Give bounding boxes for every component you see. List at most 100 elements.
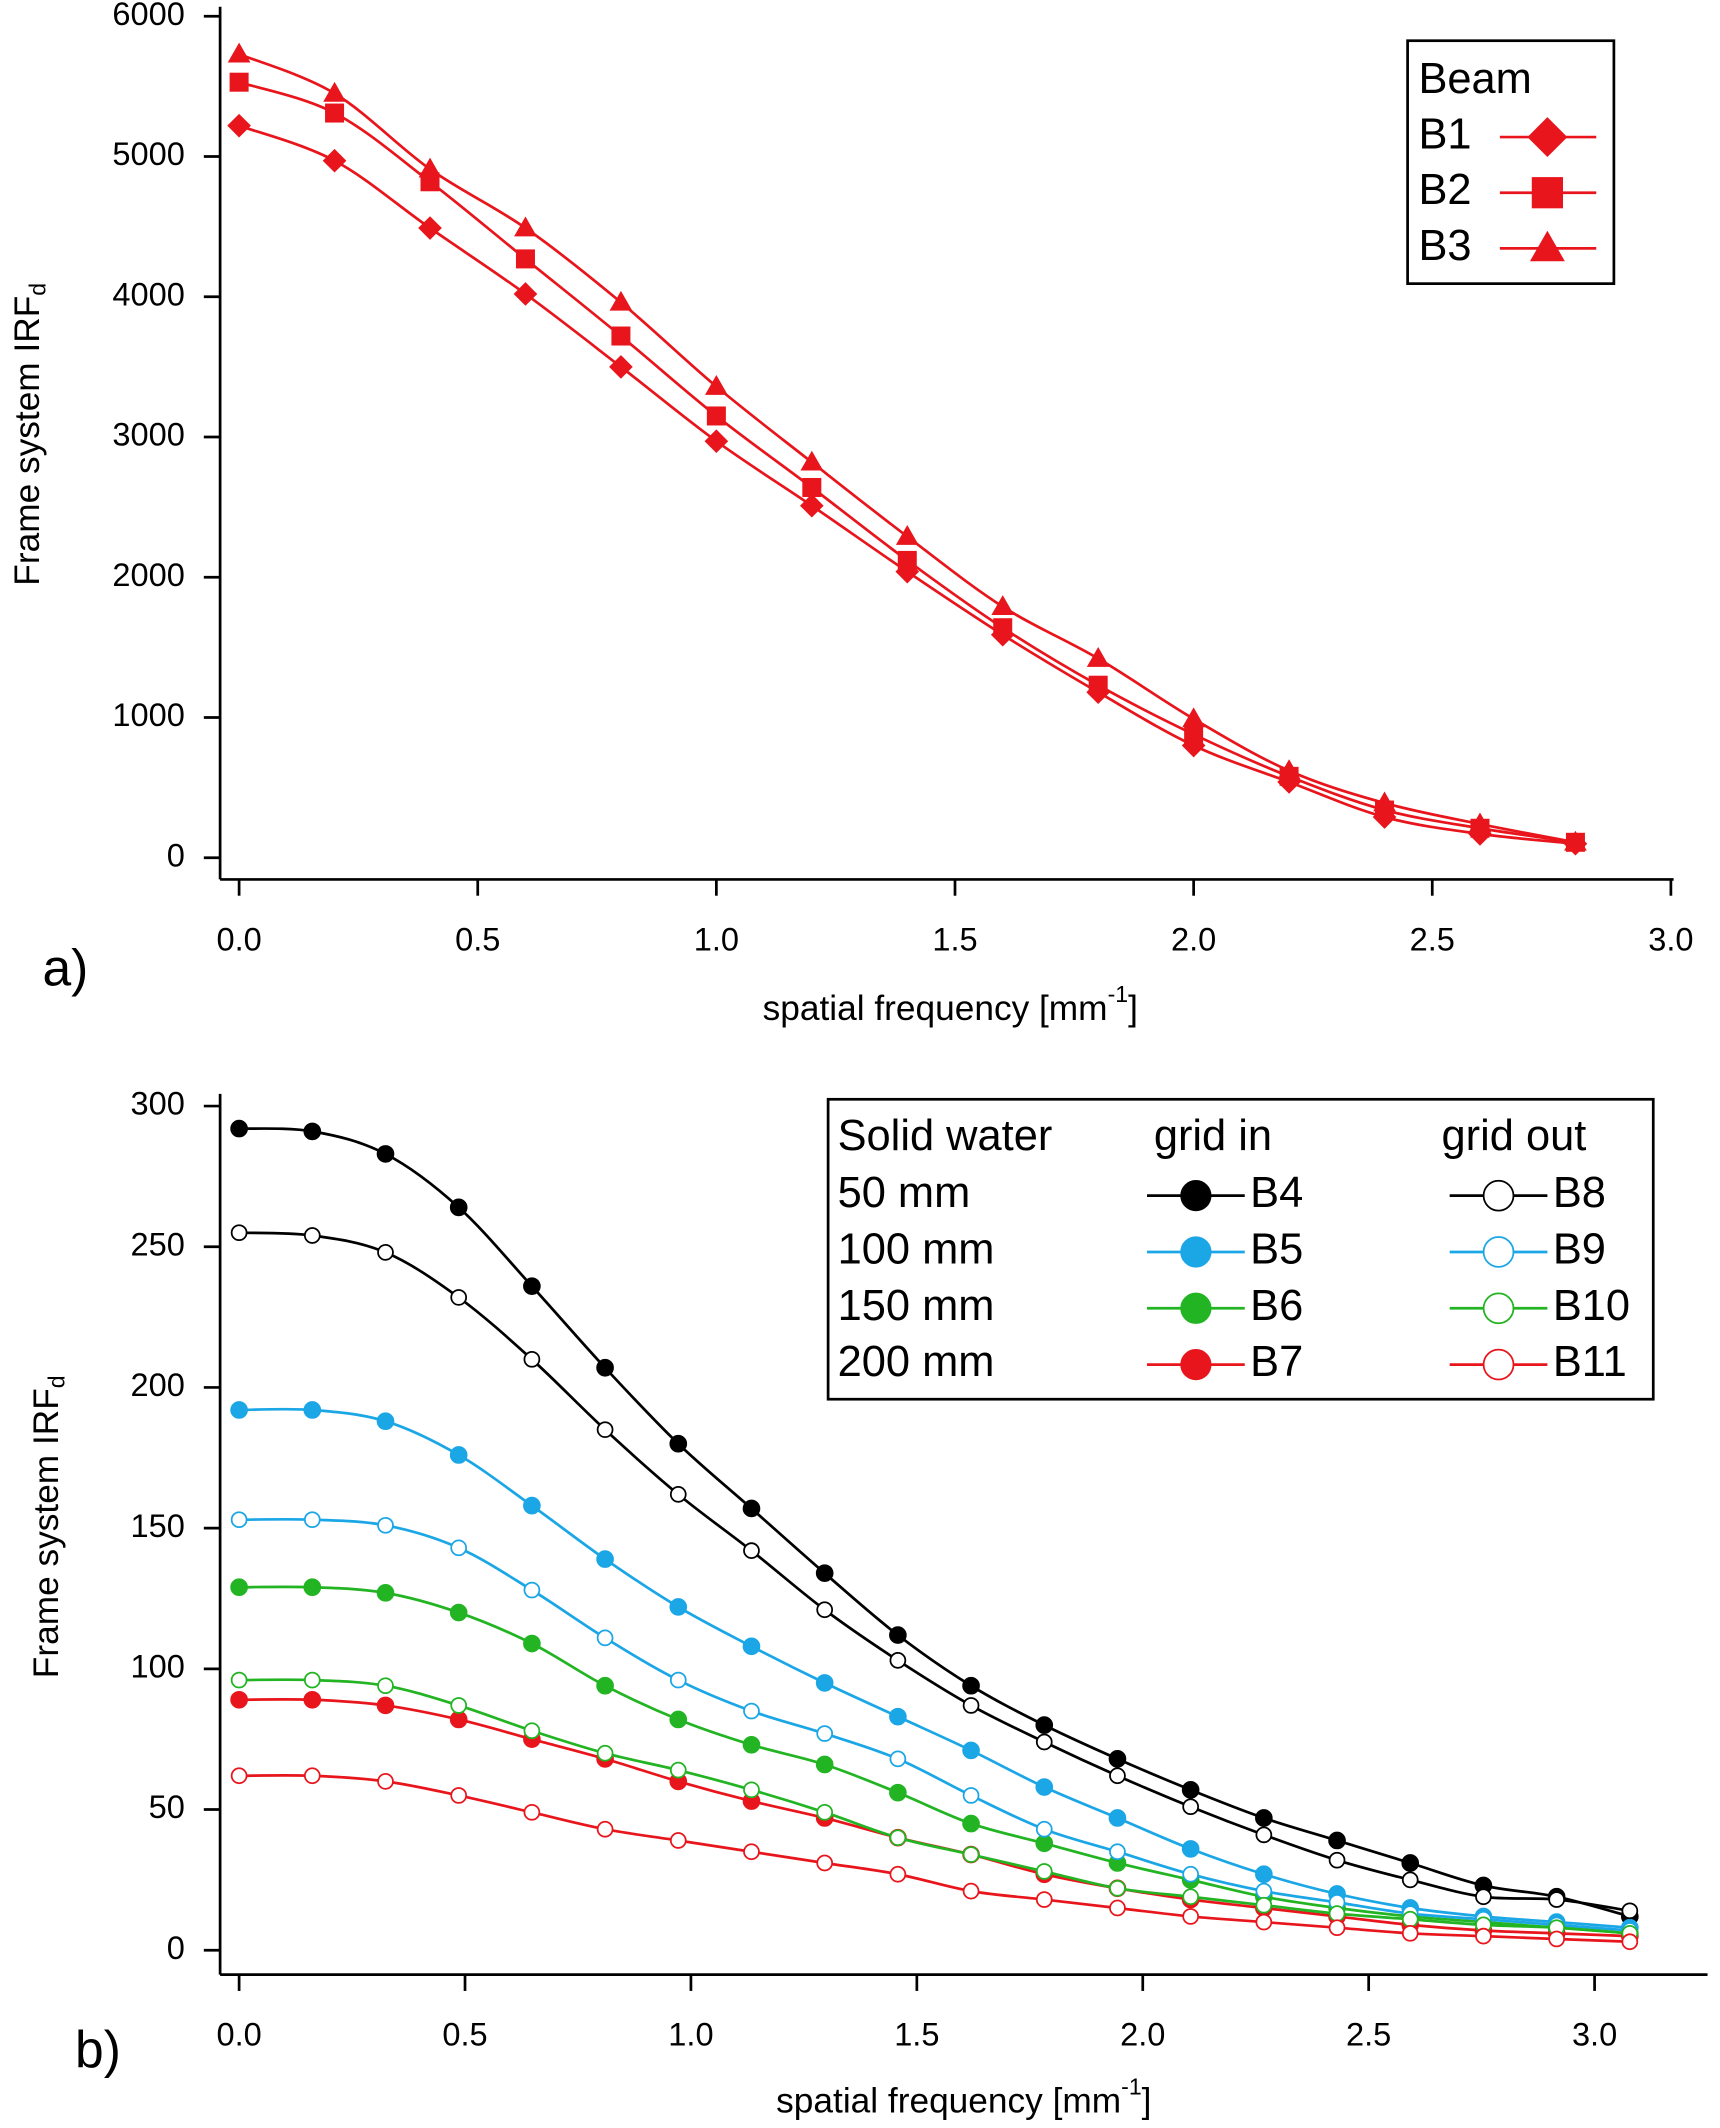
y-axis-label-text: Frame system IRF bbox=[8, 296, 47, 586]
data-point bbox=[377, 1773, 394, 1790]
data-point bbox=[669, 1832, 687, 1849]
data-point bbox=[596, 1744, 614, 1762]
y-tick-label: 3000 bbox=[112, 417, 184, 453]
data-point bbox=[376, 1584, 395, 1602]
data-point bbox=[1035, 1778, 1054, 1796]
legend-label: B5 bbox=[1250, 1225, 1303, 1273]
data-point bbox=[230, 1767, 248, 1785]
data-point bbox=[962, 1787, 980, 1804]
data-point bbox=[303, 1671, 321, 1689]
data-point bbox=[418, 216, 442, 240]
data-point bbox=[1035, 1891, 1053, 1908]
data-point bbox=[596, 1629, 614, 1647]
y-tick-label: 0 bbox=[167, 1930, 185, 1966]
data-point bbox=[889, 1750, 907, 1768]
x-tick-label: 1.5 bbox=[932, 921, 977, 957]
data-point bbox=[1621, 1902, 1639, 1920]
data-point bbox=[376, 1412, 395, 1431]
data-point bbox=[514, 216, 537, 237]
y-tick-label: 150 bbox=[130, 1508, 184, 1544]
data-point bbox=[513, 282, 538, 306]
legend: Solid water grid in grid out 50 mm 100 mm 150… bbox=[826, 1097, 1655, 1401]
legend-marker bbox=[1180, 1349, 1212, 1381]
data-point bbox=[742, 1637, 761, 1656]
x-tick-label: 1.0 bbox=[694, 921, 739, 957]
y-axis-label: Frame system IRFd bbox=[27, 1375, 69, 1678]
legend-label: B8 bbox=[1553, 1169, 1606, 1217]
data-point bbox=[704, 429, 729, 454]
data-point bbox=[449, 1446, 468, 1464]
x-axis-label-text: spatial frequency [mm bbox=[763, 989, 1108, 1028]
legend-label: B2 bbox=[1418, 166, 1471, 214]
x-tick-label: 2.5 bbox=[1410, 921, 1455, 957]
data-point bbox=[962, 1846, 980, 1863]
y-tick-label: 0 bbox=[167, 837, 185, 873]
data-point bbox=[1475, 1888, 1492, 1906]
data-point bbox=[993, 618, 1013, 638]
data-point bbox=[742, 1499, 761, 1518]
data-point bbox=[450, 1787, 468, 1804]
data-point bbox=[1548, 1891, 1565, 1908]
legend-box bbox=[1406, 39, 1616, 285]
legend-label: B3 bbox=[1418, 222, 1471, 270]
legend-marker bbox=[1180, 1236, 1212, 1268]
x-tick-label: 1.5 bbox=[894, 2017, 939, 2053]
data-point bbox=[523, 1581, 541, 1599]
data-point bbox=[800, 450, 824, 471]
data-point bbox=[1184, 724, 1204, 744]
data-point bbox=[303, 1511, 321, 1529]
data-point bbox=[377, 1516, 394, 1534]
data-point bbox=[609, 290, 633, 311]
x-axis-label-superscript: -1 bbox=[1121, 2074, 1142, 2100]
data-point bbox=[322, 148, 347, 173]
legend-title: Beam bbox=[1418, 55, 1531, 103]
legend-marker bbox=[1482, 1292, 1515, 1325]
data-point bbox=[742, 1735, 761, 1754]
data-point bbox=[611, 326, 631, 346]
data-point bbox=[596, 1550, 614, 1568]
data-point bbox=[1328, 1919, 1346, 1937]
data-point bbox=[1401, 1871, 1419, 1889]
data-point bbox=[303, 1578, 322, 1597]
series-line bbox=[239, 1517, 1630, 1932]
data-point bbox=[962, 1741, 980, 1760]
data-point bbox=[1109, 1879, 1126, 1897]
data-point bbox=[962, 1882, 980, 1900]
x-tick-label: 1.0 bbox=[668, 2017, 713, 2053]
data-point bbox=[889, 1783, 907, 1802]
data-point bbox=[1109, 1843, 1126, 1861]
data-point bbox=[1035, 1863, 1053, 1880]
data-point bbox=[303, 1690, 322, 1709]
data-point bbox=[450, 1289, 468, 1306]
legend-marker bbox=[1482, 1236, 1515, 1268]
data-point bbox=[523, 1277, 541, 1295]
data-point bbox=[1255, 1809, 1273, 1827]
data-point bbox=[303, 1122, 322, 1141]
y-tick-label: 4000 bbox=[112, 276, 184, 312]
data-point bbox=[303, 1227, 321, 1244]
data-point bbox=[325, 103, 345, 123]
data-point bbox=[230, 1511, 248, 1529]
data-point bbox=[895, 525, 919, 545]
data-point bbox=[1255, 1882, 1273, 1900]
plot-area bbox=[227, 42, 1588, 856]
data-point bbox=[1328, 1831, 1346, 1850]
data-point bbox=[1109, 1767, 1126, 1785]
data-point bbox=[230, 1224, 248, 1242]
x-axis-label-superscript: -1 bbox=[1108, 981, 1129, 1007]
data-point bbox=[669, 1710, 688, 1729]
series-line bbox=[238, 52, 1576, 844]
legend-label: B11 bbox=[1553, 1338, 1627, 1386]
x-tick-label: 3.0 bbox=[1648, 921, 1693, 957]
data-point bbox=[815, 1564, 834, 1582]
legend-header: grid out bbox=[1442, 1112, 1587, 1160]
data-point bbox=[1182, 1888, 1199, 1906]
x-tick-label: 3.0 bbox=[1572, 2017, 1617, 2053]
data-point bbox=[1373, 791, 1396, 812]
y-tick-label: 2000 bbox=[112, 557, 184, 593]
data-point bbox=[596, 1358, 614, 1377]
x-axis-label: spatial frequency [mm-1] bbox=[776, 2074, 1151, 2121]
data-point bbox=[323, 81, 346, 102]
data-point bbox=[889, 1865, 907, 1883]
data-point bbox=[596, 1820, 614, 1838]
